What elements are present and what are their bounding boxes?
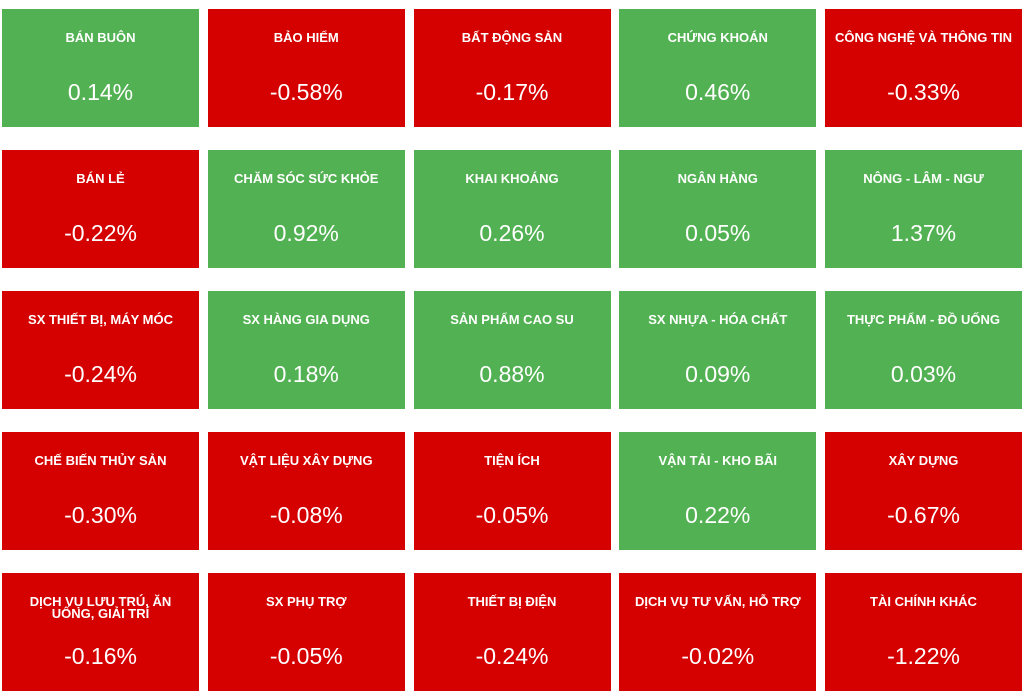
sector-name: TÀI CHÍNH KHÁC xyxy=(870,594,977,609)
sector-change: 0.46% xyxy=(685,79,751,105)
sector-name: BÁN LẺ xyxy=(76,171,125,186)
sector-tile: BẤT ĐỘNG SẢN -0.17% xyxy=(413,9,611,127)
sector-tile: KHAI KHOÁNG 0.26% xyxy=(413,150,611,268)
sector-change: -1.22% xyxy=(887,643,960,669)
sector-name: BẤT ĐỘNG SẢN xyxy=(461,30,563,45)
sector-change: -0.02% xyxy=(681,643,755,669)
sector-name: CHỨNG KHOÁN xyxy=(667,30,768,45)
sector-change: 0.88% xyxy=(479,361,545,387)
sector-change: 0.09% xyxy=(685,361,751,387)
sector-change: 0.03% xyxy=(890,361,957,387)
sector-change: 0.22% xyxy=(685,502,751,528)
sector-name: THIẾT BỊ ĐIỆN xyxy=(467,594,557,609)
sector-tile: THỰC PHẨM - ĐỒ UỐNG 0.03% xyxy=(825,291,1022,409)
sector-tile: THIẾT BỊ ĐIỆN -0.24% xyxy=(413,573,611,691)
sector-change: 0.18% xyxy=(273,361,339,387)
sector-change: 0.05% xyxy=(685,220,751,246)
sector-change: -0.16% xyxy=(64,643,137,669)
sector-tile: SX HÀNG GIA DỤNG 0.18% xyxy=(207,291,405,409)
sector-tile: TÀI CHÍNH KHÁC -1.22% xyxy=(825,573,1022,691)
sector-tile: VẬT LIỆU XÂY DỰNG -0.08% xyxy=(207,432,405,550)
sector-name: SX THIẾT BỊ, MÁY MÓC xyxy=(28,312,173,327)
sector-name: VẬN TẢI - KHO BÃI xyxy=(658,453,777,468)
sector-change: -0.33% xyxy=(887,79,960,105)
sector-tile: BÁN BUÔN 0.14% xyxy=(2,9,199,127)
sector-tile: NÔNG - LÂM - NGƯ 1.37% xyxy=(825,150,1022,268)
sector-tile: BÁN LẺ -0.22% xyxy=(2,150,199,268)
sector-change: -0.08% xyxy=(269,502,343,528)
sector-name: NGÂN HÀNG xyxy=(677,171,758,186)
sector-name: SX NHỰA - HÓA CHẤT xyxy=(648,312,788,327)
sector-change: -0.58% xyxy=(269,79,343,105)
sector-name: KHAI KHOÁNG xyxy=(465,171,559,186)
sector-change: -0.67% xyxy=(887,502,960,528)
sector-name: CHẾ BIẾN THỦY SẢN xyxy=(34,453,167,468)
sector-change: 0.14% xyxy=(67,79,134,105)
sector-change: -0.05% xyxy=(475,502,549,528)
sector-name: THỰC PHẨM - ĐỒ UỐNG xyxy=(846,312,1001,327)
sector-tile: CHỨNG KHOÁN 0.46% xyxy=(619,9,817,127)
sector-name: SX HÀNG GIA DỤNG xyxy=(242,312,370,327)
sector-tile: NGÂN HÀNG 0.05% xyxy=(619,150,817,268)
sector-change: 0.92% xyxy=(273,220,339,246)
sector-tile: BẢO HIỂM -0.58% xyxy=(207,9,405,127)
sector-change: 1.37% xyxy=(890,220,957,246)
sector-name: NÔNG - LÂM - NGƯ xyxy=(863,171,984,186)
sector-change: -0.30% xyxy=(64,502,137,528)
sector-tile: SẢN PHẨM CAO SU 0.88% xyxy=(413,291,611,409)
sector-change: 0.26% xyxy=(479,220,545,246)
sector-tile: SX NHỰA - HÓA CHẤT 0.09% xyxy=(619,291,817,409)
sector-tile: CHĂM SÓC SỨC KHỎE 0.92% xyxy=(207,150,405,268)
sector-tile: TIỆN ÍCH -0.05% xyxy=(413,432,611,550)
sector-change: -0.17% xyxy=(475,79,549,105)
sector-name: BÁN BUÔN xyxy=(65,30,136,45)
sector-tile: VẬN TẢI - KHO BÃI 0.22% xyxy=(619,432,817,550)
sector-change: -0.24% xyxy=(64,361,137,387)
sector-name: SẢN PHẨM CAO SU xyxy=(450,312,574,327)
sector-name: TIỆN ÍCH xyxy=(484,453,540,468)
sector-name: CHĂM SÓC SỨC KHỎE xyxy=(234,171,379,186)
sector-name: VẬT LIỆU XÂY DỰNG xyxy=(239,453,373,468)
sector-tile: DỊCH VỤ TƯ VẤN, HỖ TRỢ -0.02% xyxy=(619,573,817,691)
sector-tile: SX THIẾT BỊ, MÁY MÓC -0.24% xyxy=(2,291,199,409)
sector-change: -0.24% xyxy=(475,643,549,669)
sector-name: XÂY DỰNG xyxy=(888,453,959,468)
sector-name: SX PHỤ TRỢ xyxy=(266,594,347,609)
sector-tile: XÂY DỰNG -0.67% xyxy=(825,432,1022,550)
sector-tile: CÔNG NGHỆ VÀ THÔNG TIN -0.33% xyxy=(825,9,1022,127)
sector-name: DỊCH VỤ TƯ VẤN, HỖ TRỢ xyxy=(634,594,801,609)
sector-name: BẢO HIỂM xyxy=(273,30,339,45)
sector-name: CÔNG NGHỆ VÀ THÔNG TIN xyxy=(835,30,1012,45)
sector-tile: DỊCH VỤ LƯU TRÚ, ĂN UỐNG, GIẢI TRÍ -0.16% xyxy=(2,573,199,691)
sector-tile: SX PHỤ TRỢ -0.05% xyxy=(207,573,405,691)
sector-change: -0.22% xyxy=(64,220,137,246)
sector-name: DỊCH VỤ LƯU TRÚ, ĂN UỐNG, GIẢI TRÍ xyxy=(29,594,172,621)
sector-tile: CHẾ BIẾN THỦY SẢN -0.30% xyxy=(2,432,199,550)
sector-change: -0.05% xyxy=(269,643,343,669)
